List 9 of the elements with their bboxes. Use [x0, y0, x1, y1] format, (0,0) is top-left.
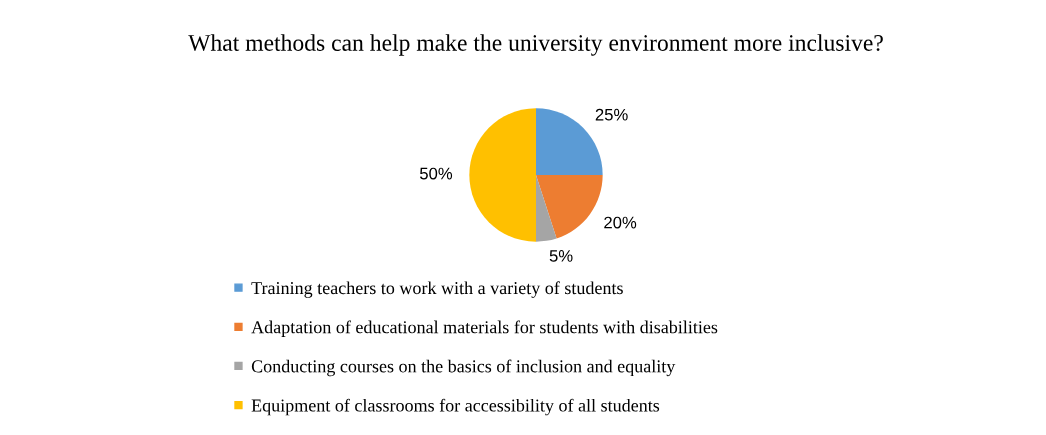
data-label: 50% [419, 167, 453, 180]
legend-label: Training teachers to work with a variety of students [251, 281, 623, 298]
legend-label: Adaptation of educational materials for students with disabilities [251, 320, 718, 337]
legend-label: Equipment of classrooms for accessibility of all students [251, 398, 660, 416]
data-label: 25% [595, 108, 628, 121]
chart-title: What methods can help make the university environment more inclusive? [188, 34, 883, 56]
legend-label: Conducting courses on the basics of inclusion and equality [251, 359, 676, 377]
data-label: 5% [549, 250, 573, 262]
data-label: 20% [604, 216, 637, 229]
